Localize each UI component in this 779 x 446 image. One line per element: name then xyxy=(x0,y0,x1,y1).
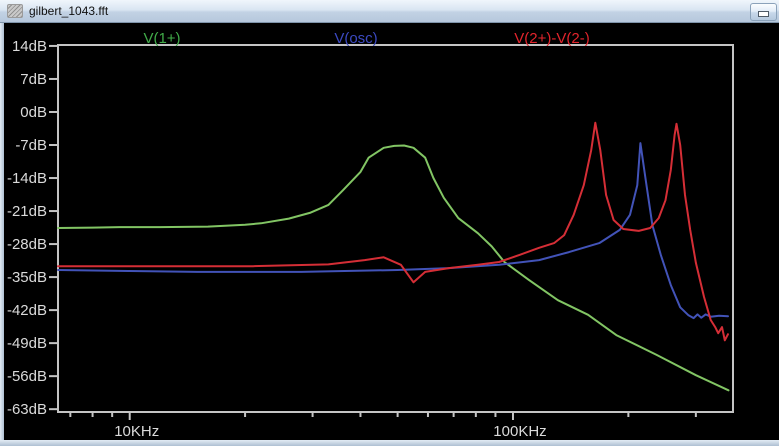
y-tick-label: 7dB xyxy=(20,71,47,88)
x-tick-label: 100KHz xyxy=(493,423,546,440)
y-tick-label: -42dB xyxy=(7,302,47,319)
y-tick-label: -49dB xyxy=(7,335,47,352)
ltspice-document-icon xyxy=(7,4,23,18)
trace-v-1+- xyxy=(57,144,730,392)
window-border-left xyxy=(0,23,4,446)
plot-traces xyxy=(57,121,730,392)
restore-icon xyxy=(758,11,769,17)
plot-legend: V(1+) V(osc) V(2+)-V(2-) xyxy=(143,30,589,47)
restore-button[interactable] xyxy=(750,3,777,21)
y-tick-label: -14dB xyxy=(7,170,47,187)
legend-item-vosc[interactable]: V(osc) xyxy=(334,30,377,47)
legend-item-v1plus[interactable]: V(1+) xyxy=(143,30,180,47)
y-tick-label: -63dB xyxy=(7,401,47,418)
plot-client-area[interactable]: 14dB 7dB 0dB -7dB -14dB -21dB -28dB -35dB -42dB -… xyxy=(0,23,779,446)
titlebar[interactable]: gilbert_1043.fft xyxy=(0,0,779,23)
x-tick-label: 10KHz xyxy=(114,423,159,440)
fft-plot-canvas[interactable]: 14dB 7dB 0dB -7dB -14dB -21dB -28dB -35dB -42dB -… xyxy=(0,23,779,446)
y-tick-label: 14dB xyxy=(12,38,47,55)
legend-item-v2diff[interactable]: V(2+)-V(2-) xyxy=(514,30,589,47)
y-tick-label: -28dB xyxy=(7,236,47,253)
window-border-bottom xyxy=(0,440,779,446)
plot-axes: 14dB 7dB 0dB -7dB -14dB -21dB -28dB -35dB -42dB -… xyxy=(7,38,734,440)
plot-frame xyxy=(57,44,734,413)
y-tick-label: -21dB xyxy=(7,203,47,220)
trace-v-osc- xyxy=(57,142,729,320)
y-tick-label: -56dB xyxy=(7,368,47,385)
y-tick-label: -35dB xyxy=(7,269,47,286)
trace-v-2+-v-2- xyxy=(57,121,729,342)
window-title: gilbert_1043.fft xyxy=(29,3,109,18)
y-tick-label: 0dB xyxy=(20,104,47,121)
y-tick-label: -7dB xyxy=(15,137,47,154)
